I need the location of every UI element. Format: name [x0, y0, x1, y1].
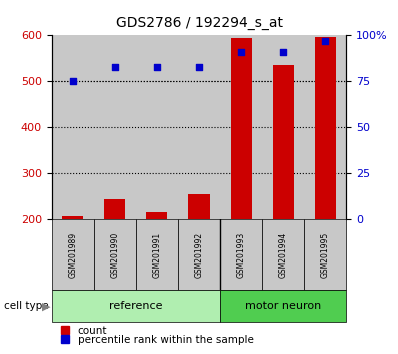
Point: [112, 64, 118, 69]
Bar: [220, 219, 262, 290]
Bar: [94, 35, 136, 219]
Bar: [52, 35, 94, 219]
Point: [238, 49, 244, 55]
Bar: [104, 199, 125, 219]
Bar: [230, 38, 252, 219]
Bar: [220, 290, 346, 322]
Text: GDS2786 / 192294_s_at: GDS2786 / 192294_s_at: [115, 16, 283, 30]
Bar: [220, 35, 262, 219]
Bar: [304, 219, 346, 290]
Bar: [304, 35, 346, 219]
Text: GSM201992: GSM201992: [195, 232, 203, 278]
Bar: [52, 219, 94, 290]
Bar: [178, 219, 220, 290]
Text: motor neuron: motor neuron: [245, 301, 321, 311]
Bar: [273, 65, 294, 219]
Legend: count: count: [57, 321, 111, 340]
Bar: [62, 216, 83, 219]
Text: GSM201990: GSM201990: [110, 232, 119, 278]
Bar: [315, 37, 336, 219]
Point: [154, 64, 160, 69]
Text: reference: reference: [109, 301, 163, 311]
Bar: [178, 35, 220, 219]
Legend: percentile rank within the sample: percentile rank within the sample: [57, 330, 258, 349]
Text: GSM201994: GSM201994: [279, 232, 288, 278]
Bar: [94, 219, 136, 290]
Bar: [262, 35, 304, 219]
Point: [70, 79, 76, 84]
Text: GSM201995: GSM201995: [321, 232, 330, 278]
Bar: [262, 219, 304, 290]
Bar: [52, 290, 220, 322]
Text: ▶: ▶: [41, 301, 50, 311]
Point: [280, 49, 286, 55]
Text: GSM201991: GSM201991: [152, 232, 162, 278]
Bar: [189, 194, 209, 219]
Text: GSM201993: GSM201993: [236, 232, 246, 278]
Point: [322, 38, 328, 44]
Text: GSM201989: GSM201989: [68, 232, 77, 278]
Point: [196, 64, 202, 69]
Bar: [136, 35, 178, 219]
Bar: [136, 219, 178, 290]
Text: cell type: cell type: [4, 301, 49, 311]
Bar: [146, 212, 168, 219]
